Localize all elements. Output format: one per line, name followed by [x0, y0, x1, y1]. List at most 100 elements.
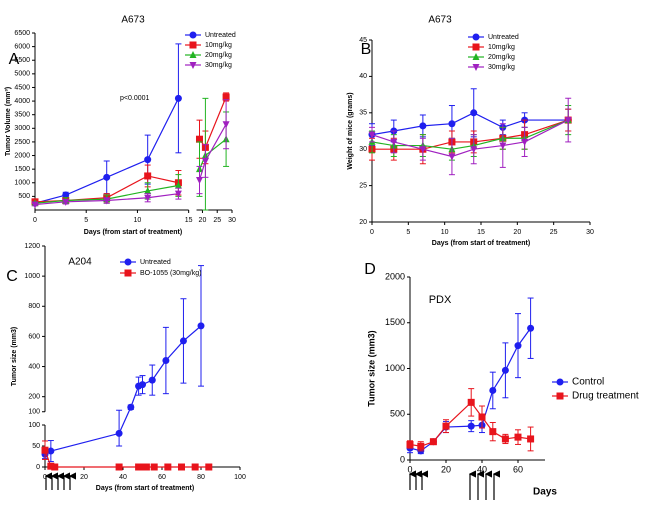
legend-label: 20mg/kg — [488, 54, 515, 61]
x-tick-label: 0 — [43, 474, 47, 481]
point — [174, 94, 182, 102]
legend-label: 20mg/kg — [205, 52, 232, 59]
point — [442, 422, 450, 430]
legend-symbol — [556, 378, 564, 386]
x-tick-label: 30 — [586, 229, 594, 236]
point — [521, 138, 529, 146]
y-tick-label: 1000 — [14, 180, 30, 187]
point — [467, 422, 475, 430]
point — [499, 142, 507, 150]
point — [527, 435, 535, 443]
point — [179, 337, 187, 345]
legend-label: Untreated — [488, 34, 519, 41]
panel-label: A — [9, 51, 20, 68]
point — [429, 438, 437, 446]
x-tick-label: 10 — [134, 217, 142, 224]
x-tick-label: 15 — [185, 217, 193, 224]
point — [195, 177, 203, 185]
chart-title: A204 — [68, 257, 92, 268]
point — [368, 131, 376, 139]
panel-label: B — [361, 41, 372, 58]
y-tick-label: 400 — [28, 363, 40, 370]
legend-symbol — [189, 31, 197, 39]
legend-label: Untreated — [140, 259, 171, 266]
y-tick-label: 100 — [28, 409, 40, 416]
y-tick-label: 30 — [359, 146, 367, 153]
point — [139, 381, 146, 389]
y-tick-label: 800 — [28, 303, 40, 310]
point — [514, 433, 522, 441]
legend-symbol — [189, 41, 197, 49]
x-tick-label: 40 — [119, 474, 127, 481]
point — [178, 463, 185, 471]
point — [103, 197, 111, 205]
panel-label: D — [364, 261, 376, 278]
chart-title: A673 — [428, 15, 452, 26]
point — [135, 463, 143, 471]
point — [115, 429, 123, 437]
point — [174, 190, 182, 198]
point — [417, 442, 425, 450]
point — [150, 463, 158, 471]
point — [527, 324, 535, 332]
y-tick-label: 600 — [28, 333, 40, 340]
series-line — [372, 119, 569, 150]
legend-symbol — [556, 392, 564, 400]
x-axis-title: Days — [533, 487, 557, 498]
series-line — [409, 327, 532, 452]
y-tick-label: 2000 — [14, 152, 30, 159]
point — [419, 122, 427, 130]
point — [514, 342, 522, 350]
point — [148, 376, 156, 384]
series-line — [198, 123, 227, 181]
y-tick-label: 2000 — [385, 271, 405, 281]
legend-label: 30mg/kg — [488, 64, 515, 71]
y-tick-label: 1200 — [24, 243, 40, 250]
point — [115, 463, 123, 471]
point — [448, 153, 456, 161]
y-tick-label: 0 — [36, 464, 40, 471]
y-axis-title: Tumor size (mm3) — [366, 330, 376, 406]
legend-label: Untreated — [205, 32, 236, 39]
point — [47, 462, 55, 470]
y-tick-label: 0 — [400, 454, 405, 464]
point — [139, 463, 146, 471]
series-line — [44, 325, 202, 455]
y-tick-label: 1500 — [14, 166, 30, 173]
point — [47, 447, 55, 455]
x-tick-label: 10 — [441, 229, 449, 236]
point — [222, 93, 230, 101]
y-tick-label: 5500 — [14, 57, 30, 64]
y-tick-label: 500 — [18, 193, 30, 200]
y-axis-title: Weight of mice (grams) — [347, 92, 354, 169]
y-tick-label: 6000 — [14, 43, 30, 50]
series-line — [371, 119, 569, 150]
x-tick-label: 20 — [441, 464, 451, 474]
point — [62, 191, 70, 199]
point — [478, 413, 486, 421]
point — [127, 403, 135, 411]
point — [144, 172, 152, 180]
x-tick-label: 40 — [477, 464, 487, 474]
point — [470, 109, 478, 117]
legend-label: 10mg/kg — [205, 42, 232, 49]
y-tick-label: 4000 — [14, 98, 30, 105]
y-tick-label: 500 — [390, 409, 405, 419]
y-tick-label: 3000 — [14, 125, 30, 132]
y-tick-label: 3500 — [14, 112, 30, 119]
x-tick-label: 60 — [513, 464, 523, 474]
legend-symbol — [472, 64, 480, 71]
point — [191, 463, 199, 471]
legend-label: 10mg/kg — [488, 44, 515, 51]
point — [489, 428, 497, 436]
series-line — [199, 96, 227, 149]
point — [51, 463, 59, 471]
x-axis-title: Days (from start of treatment) — [96, 485, 194, 492]
chart-title: PDX — [429, 294, 452, 306]
x-tick-label: 20 — [199, 217, 207, 224]
x-tick-label: 15 — [477, 229, 485, 236]
point — [164, 463, 172, 471]
x-axis-title: Days (from start of treatment) — [432, 240, 530, 247]
legend-symbol — [124, 269, 132, 277]
point — [142, 463, 150, 471]
